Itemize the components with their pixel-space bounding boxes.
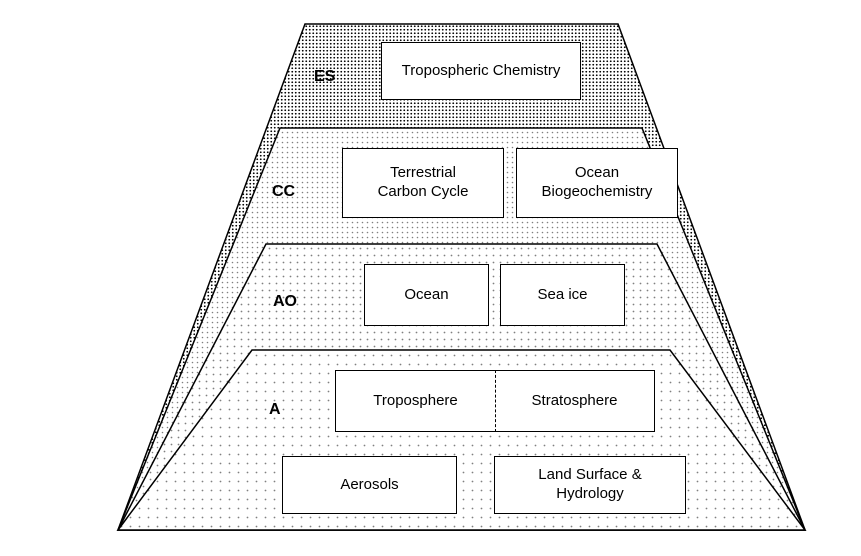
box-troposphere: Troposphere [335,370,495,432]
box-land-surface-hydrology: Land Surface &Hydrology [494,456,686,514]
box-ocean: Ocean [364,264,489,326]
tier-label-a: A [269,401,281,419]
box-tropospheric-chemistry: Tropospheric Chemistry [381,42,581,100]
box-terrestrial-carbon-cycle: TerrestrialCarbon Cycle [342,148,504,218]
box-aerosols: Aerosols [282,456,457,514]
tier-label-cc: CC [272,183,295,201]
tier-label-ao: AO [273,293,297,311]
pyramid-diagram: ES CC AO A Tropospheric Chemistry Terres… [0,0,861,556]
box-ocean-biogeochemistry: OceanBiogeochemistry [516,148,678,218]
atmosphere-divider [495,370,496,432]
box-stratosphere: Stratosphere [495,370,655,432]
box-sea-ice: Sea ice [500,264,625,326]
tier-label-es: ES [314,68,335,86]
